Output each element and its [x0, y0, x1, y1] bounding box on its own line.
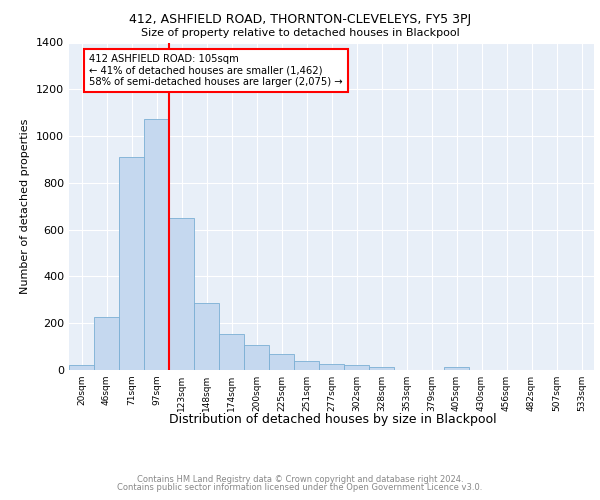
Text: 412, ASHFIELD ROAD, THORNTON-CLEVELEYS, FY5 3PJ: 412, ASHFIELD ROAD, THORNTON-CLEVELEYS, …	[129, 12, 471, 26]
Bar	[344, 366, 369, 370]
Text: Contains public sector information licensed under the Open Government Licence v3: Contains public sector information licen…	[118, 484, 482, 492]
Text: Size of property relative to detached houses in Blackpool: Size of property relative to detached ho…	[140, 28, 460, 38]
Bar	[94, 318, 119, 370]
Bar	[244, 346, 269, 370]
Text: Contains HM Land Registry data © Crown copyright and database right 2024.: Contains HM Land Registry data © Crown c…	[137, 475, 463, 484]
Bar	[294, 361, 319, 370]
Bar	[119, 157, 144, 370]
Bar	[444, 367, 469, 370]
Bar	[219, 334, 244, 370]
Text: Distribution of detached houses by size in Blackpool: Distribution of detached houses by size …	[169, 412, 497, 426]
Bar	[144, 118, 169, 370]
Bar	[269, 354, 294, 370]
Bar	[194, 304, 219, 370]
Text: 412 ASHFIELD ROAD: 105sqm
← 41% of detached houses are smaller (1,462)
58% of se: 412 ASHFIELD ROAD: 105sqm ← 41% of detac…	[89, 54, 343, 88]
Bar	[69, 366, 94, 370]
Bar	[369, 367, 394, 370]
Bar	[169, 218, 194, 370]
Y-axis label: Number of detached properties: Number of detached properties	[20, 118, 31, 294]
Bar	[319, 364, 344, 370]
